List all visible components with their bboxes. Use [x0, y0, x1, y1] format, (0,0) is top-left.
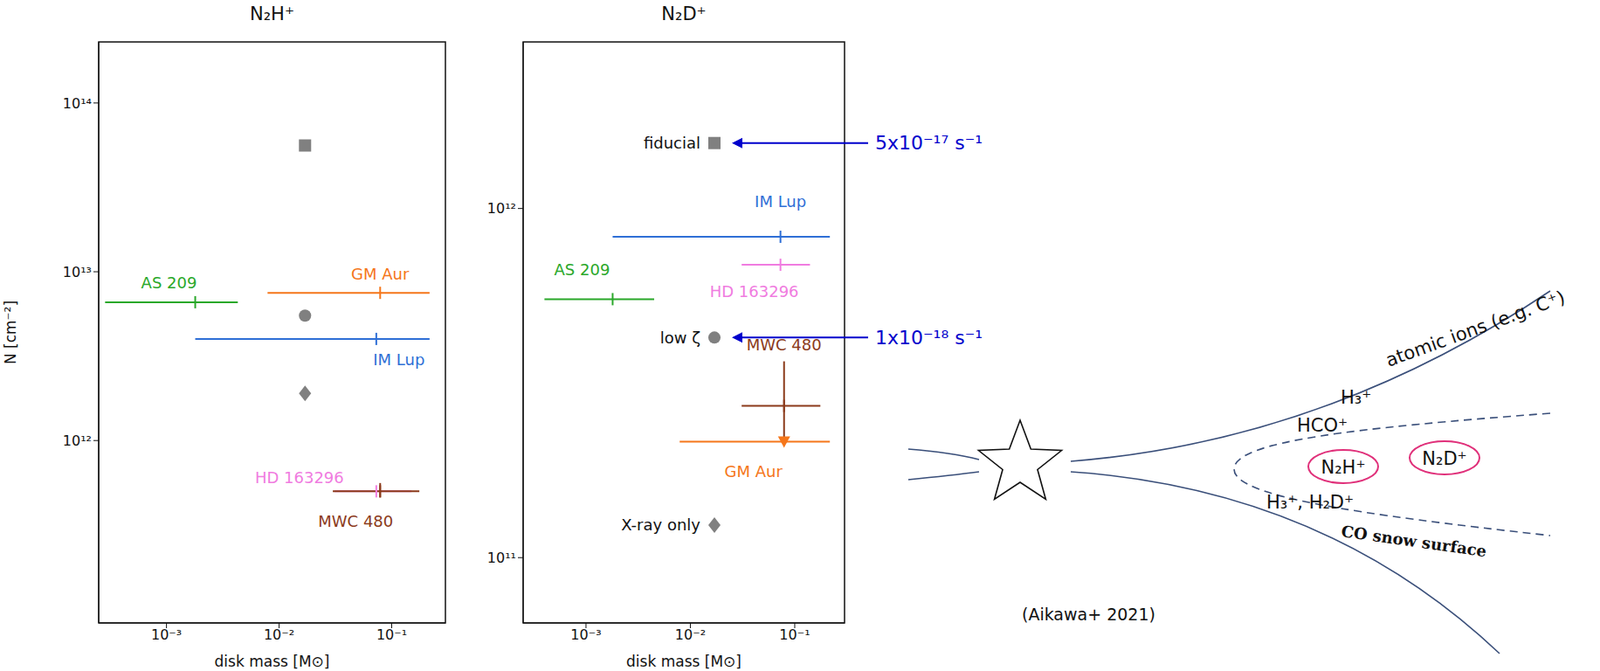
html-text:N₂H⁺: N₂H⁺ [249, 3, 295, 25]
svg-text:10¹¹: 10¹¹ [487, 549, 517, 566]
svg-text:N₂D⁺: N₂D⁺ [1421, 448, 1467, 469]
svg-text:10¹³: 10¹³ [62, 263, 92, 281]
svg-text:10⁻¹: 10⁻¹ [376, 626, 407, 643]
svg-text:H₃⁺: H₃⁺ [1340, 386, 1372, 408]
svg-text:N [cm⁻²]: N [cm⁻²] [1, 300, 20, 365]
svg-text:GM Aur: GM Aur [351, 264, 410, 283]
svg-text:HCO⁺: HCO⁺ [1296, 414, 1348, 436]
svg-text:10⁻²: 10⁻² [263, 626, 295, 643]
svg-text:HD 163296: HD 163296 [255, 468, 345, 487]
svg-text:5x10⁻¹⁷ s⁻¹: 5x10⁻¹⁷ s⁻¹ [875, 131, 983, 154]
svg-text:disk mass [M⊙]: disk mass [M⊙] [626, 652, 742, 670]
svg-text:(Aikawa+ 2021): (Aikawa+ 2021) [1021, 604, 1156, 624]
svg-text:10⁻²: 10⁻² [675, 626, 706, 643]
svg-text:GM Aur: GM Aur [724, 462, 784, 481]
svg-text:X-ray only: X-ray only [620, 515, 701, 534]
svg-text:HD 163296: HD 163296 [710, 282, 800, 301]
svg-text:MWC 480: MWC 480 [746, 335, 822, 354]
svg-text:IM Lup: IM Lup [372, 350, 425, 369]
html-text:N₂D⁺: N₂D⁺ [661, 3, 707, 25]
svg-text:H₃⁺, H₂D⁺: H₃⁺, H₂D⁺ [1266, 491, 1354, 513]
svg-text:MWC 480: MWC 480 [317, 511, 394, 531]
svg-text:atomic ions (e.g. C⁺): atomic ions (e.g. C⁺) [1383, 286, 1569, 372]
svg-text:10⁻¹: 10⁻¹ [779, 626, 810, 643]
svg-text:10¹²: 10¹² [487, 200, 517, 217]
svg-text:IM Lup: IM Lup [754, 192, 807, 211]
svg-text:10⁻³: 10⁻³ [570, 626, 601, 643]
svg-text:N₂H⁺: N₂H⁺ [1320, 456, 1366, 478]
svg-text:low ζ: low ζ [660, 328, 701, 347]
svg-text:fiducial: fiducial [643, 133, 701, 152]
svg-text:10¹⁴: 10¹⁴ [62, 95, 92, 112]
svg-text:disk mass [M⊙]: disk mass [M⊙] [214, 652, 331, 670]
svg-text:AS 209: AS 209 [554, 260, 611, 279]
svg-text:1x10⁻¹⁸ s⁻¹: 1x10⁻¹⁸ s⁻¹ [875, 326, 983, 349]
svg-text:10⁻³: 10⁻³ [151, 626, 182, 643]
svg-text:CO snow surface: CO snow surface [1339, 521, 1488, 560]
svg-text:10¹²: 10¹² [62, 432, 92, 449]
svg-text:AS 209: AS 209 [141, 273, 198, 292]
